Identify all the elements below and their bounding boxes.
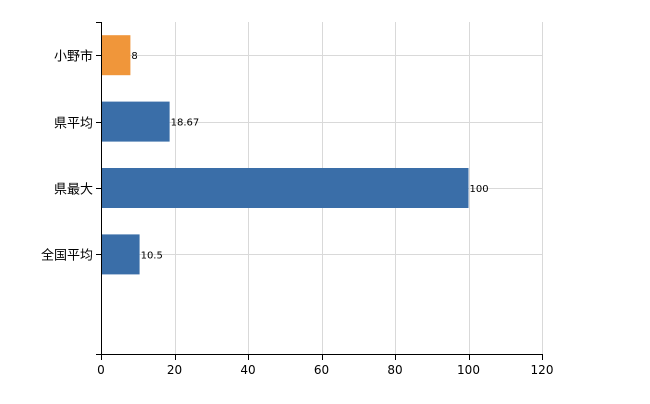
axis-layer [96, 22, 543, 360]
x-tick-label: 120 [531, 363, 554, 377]
y-tick-label: 全国平均 [41, 248, 93, 264]
bars-layer [101, 35, 469, 275]
labels-layer: 8 18.67 100 10.5 0 20 40 60 80 100 120 小野市県平均県最大全国平… [41, 49, 553, 378]
y-tick-label: 県最大 [54, 183, 93, 198]
x-tick-label: 20 [167, 363, 182, 377]
x-tick-label: 80 [387, 363, 402, 377]
data-label: 8 [131, 51, 137, 62]
y-tick-label: 小野市 [54, 49, 93, 65]
data-label: 18.67 [171, 118, 200, 129]
x-tick-label: 40 [240, 363, 255, 377]
bar [101, 168, 469, 208]
y-tick-label: 県平均 [54, 117, 93, 132]
bar [101, 234, 140, 275]
x-tick-label: 60 [314, 363, 329, 377]
data-label: 100 [470, 184, 489, 195]
data-label: 10.5 [141, 250, 163, 261]
x-tick-label: 100 [457, 363, 480, 377]
x-tick-label: 0 [97, 363, 105, 377]
bar [101, 101, 170, 142]
bar [101, 35, 131, 76]
